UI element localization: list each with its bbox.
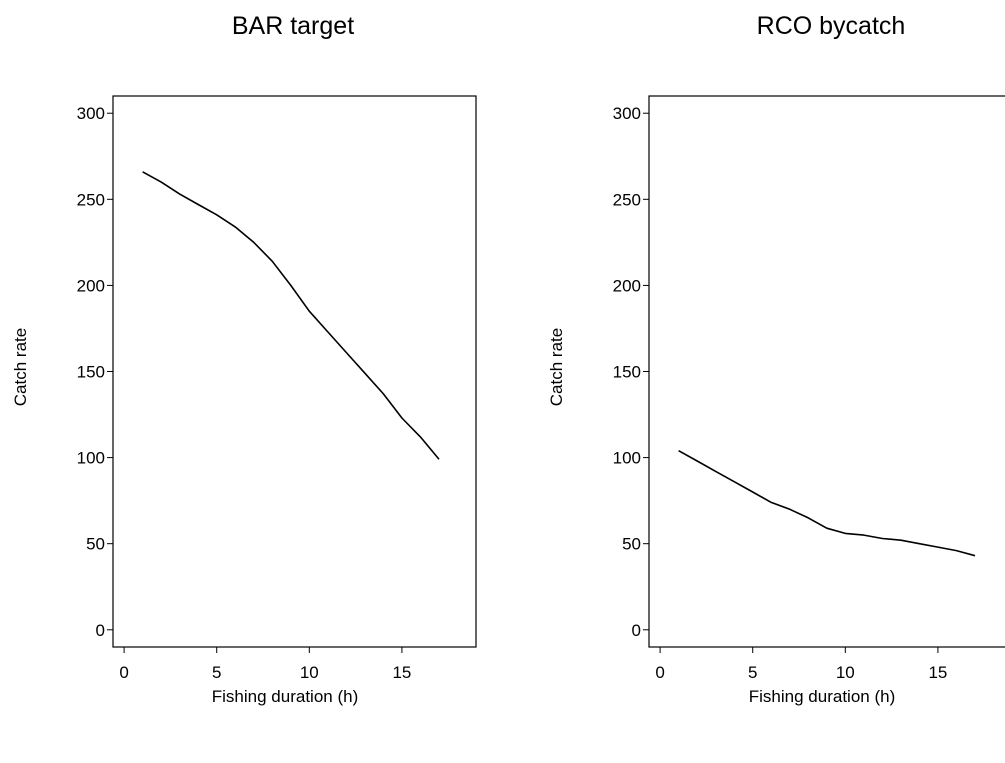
y-axis: 0 50 100 150 200 250 300 [613, 104, 649, 640]
plot-frame [112, 95, 477, 648]
y-tick-label: 200 [77, 276, 105, 295]
y-tick-label: 50 [86, 535, 105, 554]
chart-title: BAR target [232, 12, 354, 40]
y-tick-label: 50 [622, 535, 641, 554]
y-axis-label: Catch rate [11, 328, 30, 406]
y-axis: 0 50 100 150 200 250 300 [77, 104, 113, 640]
chart-title: RCO bycatch [757, 12, 906, 40]
series-line [142, 171, 440, 460]
x-axis: 0 5 10 15 [119, 647, 411, 682]
panel-rco-bycatch: RCO bycatch Fishing duration (h) Catch r… [547, 12, 1005, 706]
y-axis-label: Catch rate [547, 328, 566, 406]
x-axis-label: Fishing duration (h) [749, 687, 895, 706]
y-tick-label: 0 [632, 621, 641, 640]
y-tick-label: 150 [77, 363, 105, 382]
y-tick-label: 200 [613, 276, 641, 295]
x-tick-label: 0 [119, 663, 128, 682]
y-tick-label: 100 [77, 449, 105, 468]
y-tick-label: 150 [613, 363, 641, 382]
series-group [678, 450, 976, 557]
plot-frame [648, 95, 1005, 648]
panel-bar-target: BAR target Fishing duration (h) Catch ra… [11, 12, 477, 706]
x-tick-label: 10 [836, 663, 855, 682]
y-tick-label: 300 [77, 104, 105, 123]
y-tick-label: 250 [77, 190, 105, 209]
x-tick-label: 5 [212, 663, 221, 682]
y-tick-label: 250 [613, 190, 641, 209]
y-tick-label: 300 [613, 104, 641, 123]
x-tick-label: 0 [655, 663, 664, 682]
x-tick-label: 15 [928, 663, 947, 682]
x-axis: 0 5 10 15 [655, 647, 947, 682]
x-tick-label: 10 [300, 663, 319, 682]
series-group [142, 171, 440, 460]
x-axis-label: Fishing duration (h) [212, 687, 358, 706]
y-tick-label: 100 [613, 449, 641, 468]
x-tick-label: 5 [748, 663, 757, 682]
x-tick-label: 15 [392, 663, 411, 682]
series-line [678, 450, 976, 557]
y-tick-label: 0 [96, 621, 105, 640]
